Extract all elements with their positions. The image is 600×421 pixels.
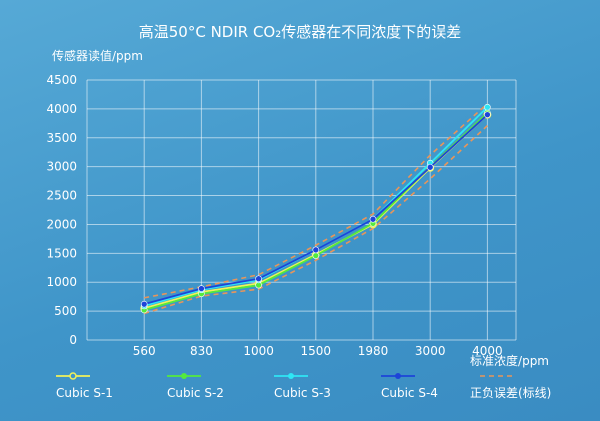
chart-title: 高温50°C NDIR CO₂传感器在不同浓度下的误差 (139, 23, 462, 41)
data-point (312, 246, 320, 254)
x-tick-label: 1500 (301, 344, 332, 358)
x-tick-label: 560 (133, 344, 156, 358)
y-tick-label: 0 (69, 333, 77, 347)
y-tick-label: 4000 (46, 102, 77, 116)
data-point (426, 163, 434, 171)
y-axis-ticks: 0 500 1000 1500 2000 2500 3000 3500 4000 4500 (46, 73, 77, 347)
data-point (140, 300, 148, 308)
x-tick-label: 830 (190, 344, 213, 358)
legend-label: Cubic S-3 (274, 386, 331, 400)
data-point (484, 103, 491, 111)
legend-label: Cubic S-1 (56, 386, 113, 400)
y-tick-label: 3000 (46, 160, 77, 174)
y-tick-label: 1500 (46, 246, 77, 260)
x-tick-label: 1000 (243, 344, 274, 358)
legend: Cubic S-1 Cubic S-2 Cubic S-3 Cubic S-4 正负误差… (56, 372, 551, 400)
legend-marker (288, 373, 294, 379)
legend-marker (395, 373, 401, 379)
y-tick-label: 1000 (46, 275, 77, 289)
x-tick-label: 3000 (415, 344, 446, 358)
y-tick-label: 2500 (46, 189, 77, 203)
x-axis-label: 标准浓度/ppm (470, 353, 549, 368)
data-point (312, 252, 320, 259)
x-axis-ticks: 560 830 1000 1500 1980 3000 4000 (133, 344, 503, 358)
legend-label: Cubic S-4 (381, 386, 438, 400)
y-axis-label: 传感器读值/ppm (52, 48, 143, 63)
data-point (255, 275, 262, 283)
error-bound-lower (143, 125, 488, 315)
y-tick-label: 2000 (46, 217, 77, 231)
legend-marker (181, 373, 187, 379)
data-point (484, 111, 491, 118)
x-tick-label: 1980 (358, 344, 389, 358)
grid (86, 79, 517, 341)
legend-label: Cubic S-2 (167, 386, 224, 400)
y-tick-label: 500 (54, 304, 77, 318)
data-point (198, 285, 205, 292)
data-point (369, 215, 377, 223)
legend-marker (69, 372, 77, 380)
y-tick-label: 4500 (46, 73, 77, 87)
y-tick-label: 3500 (46, 131, 77, 145)
series-group (140, 103, 492, 314)
x-tick-label: 4000 (472, 344, 503, 358)
series-cubic-s-4 (140, 111, 491, 308)
legend-label: 正负误差(标线) (470, 386, 551, 400)
